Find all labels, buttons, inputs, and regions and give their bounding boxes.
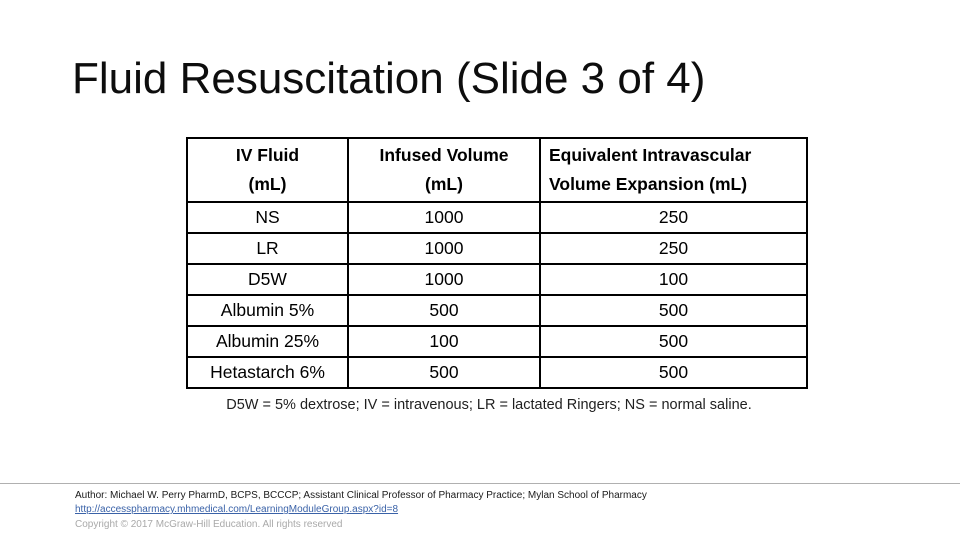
table-row: Albumin 25% 100 500: [186, 325, 808, 358]
header-line-2: (mL): [425, 174, 463, 194]
abbreviation-footnote: D5W = 5% dextrose; IV = intravenous; LR …: [226, 397, 752, 413]
cell-expansion: 500: [539, 325, 808, 358]
cell-infused-volume: 500: [347, 294, 541, 327]
cell-fluid: D5W: [186, 263, 349, 296]
cell-infused-volume: 1000: [347, 201, 541, 234]
table-row: NS 1000 250: [186, 201, 808, 234]
cell-infused-volume: 1000: [347, 263, 541, 296]
cell-fluid: Albumin 25%: [186, 325, 349, 358]
header-line-1: Equivalent Intravascular: [549, 145, 752, 165]
header-equivalent-expansion: Equivalent Intravascular Volume Expansio…: [539, 137, 808, 203]
cell-infused-volume: 1000: [347, 232, 541, 265]
table-row: LR 1000 250: [186, 232, 808, 265]
fluid-resuscitation-table: IV Fluid (mL) Infused Volume (mL) Equiva…: [186, 137, 808, 389]
cell-expansion: 100: [539, 263, 808, 296]
header-line-2: Volume Expansion (mL): [549, 174, 748, 194]
resource-link[interactable]: http://accesspharmacy.mhmedical.com/Lear…: [75, 504, 399, 515]
cell-expansion: 500: [539, 356, 808, 389]
table-row: Albumin 5% 500 500: [186, 294, 808, 327]
table-row: D5W 1000 100: [186, 263, 808, 296]
cell-infused-volume: 100: [347, 325, 541, 358]
header-line-1: Infused Volume: [379, 145, 509, 165]
header-line-1: IV Fluid: [235, 145, 300, 165]
cell-infused-volume: 500: [347, 356, 541, 389]
header-iv-fluid: IV Fluid (mL): [186, 137, 349, 203]
table-row: Hetastarch 6% 500 500: [186, 356, 808, 389]
table-header-row: IV Fluid (mL) Infused Volume (mL) Equiva…: [186, 137, 808, 203]
page-title: Fluid Resuscitation (Slide 3 of 4): [72, 54, 706, 103]
cell-expansion: 250: [539, 232, 808, 265]
cell-fluid: Albumin 5%: [186, 294, 349, 327]
header-line-2: (mL): [248, 174, 287, 194]
cell-fluid: LR: [186, 232, 349, 265]
footer-divider: [0, 483, 960, 484]
copyright-line: Copyright © 2017 McGraw-Hill Education. …: [75, 519, 343, 530]
cell-expansion: 250: [539, 201, 808, 234]
header-infused-volume: Infused Volume (mL): [347, 137, 541, 203]
cell-fluid: Hetastarch 6%: [186, 356, 349, 389]
cell-expansion: 500: [539, 294, 808, 327]
cell-fluid: NS: [186, 201, 349, 234]
author-line: Author: Michael W. Perry PharmD, BCPS, B…: [75, 490, 647, 501]
